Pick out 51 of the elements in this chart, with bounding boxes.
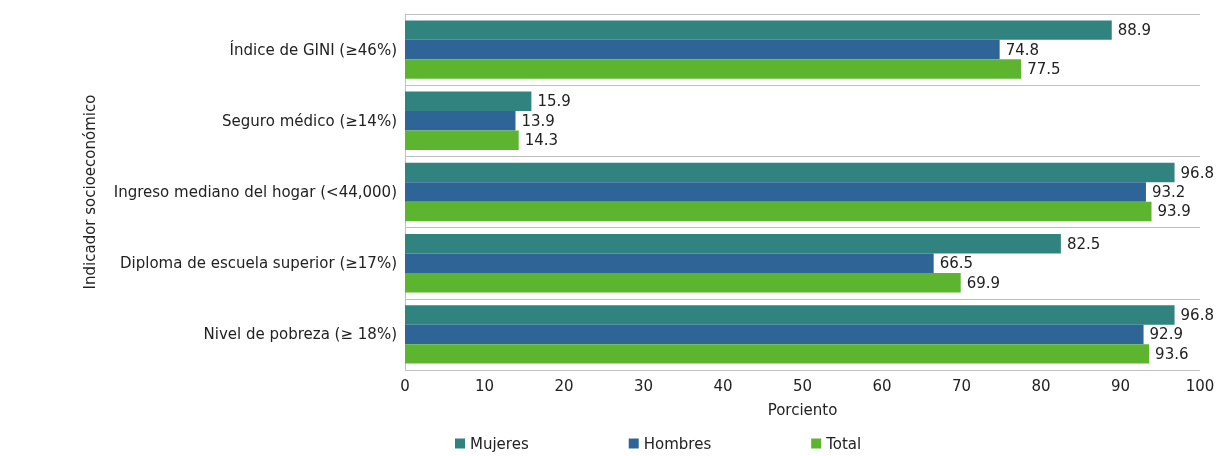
x-tick-label: 60 xyxy=(872,376,892,395)
bar xyxy=(405,272,961,293)
bar xyxy=(405,344,1150,364)
y-tick-label: Diploma de escuela superior (≥17%) xyxy=(120,254,397,273)
bar xyxy=(405,39,1000,60)
y-tick-label: Nivel de pobreza (≥ 18%) xyxy=(203,325,397,344)
x-tick-label: 100 xyxy=(1185,376,1215,395)
bar xyxy=(405,234,1061,254)
bar xyxy=(405,59,1022,79)
bar xyxy=(405,201,1152,222)
bar xyxy=(405,162,1175,183)
y-axis-title: Indicador socioeconómico xyxy=(80,94,99,290)
x-axis-title: Porciento xyxy=(767,400,838,419)
data-label: 66.5 xyxy=(939,254,974,273)
y-tick-label: Ingreso mediano del hogar (<44,000) xyxy=(113,183,397,201)
x-tick-label: 50 xyxy=(792,376,813,395)
legend-label: Hombres xyxy=(643,434,712,453)
data-label: 74.8 xyxy=(1005,40,1040,59)
bar xyxy=(405,305,1175,325)
data-label: 96.8 xyxy=(1180,163,1214,182)
x-tick-label: 10 xyxy=(474,376,495,395)
x-tick-label: 40 xyxy=(713,376,733,395)
data-label: 93.6 xyxy=(1155,344,1189,363)
bar xyxy=(405,130,519,150)
x-tick-label: 70 xyxy=(951,376,972,395)
x-tick-label: 20 xyxy=(554,376,574,395)
data-label: 69.9 xyxy=(966,273,1001,292)
bar xyxy=(405,20,1112,40)
data-label: 77.5 xyxy=(1027,60,1061,79)
x-tick-label: 30 xyxy=(633,376,654,395)
data-label: 15.9 xyxy=(537,92,571,111)
data-label: 82.5 xyxy=(1066,234,1101,253)
x-tick-label: 90 xyxy=(1110,376,1131,395)
data-label: 13.9 xyxy=(521,111,555,130)
legend-label: Mujeres xyxy=(470,434,529,453)
bar xyxy=(405,324,1144,345)
data-label: 14.3 xyxy=(524,131,559,150)
data-label: 93.2 xyxy=(1151,183,1186,201)
data-label: 88.9 xyxy=(1117,21,1152,40)
legend-label: Total xyxy=(825,434,862,453)
x-tick-label: 0 xyxy=(400,376,410,395)
bar xyxy=(405,111,516,131)
x-tick-label: 80 xyxy=(1031,376,1051,395)
data-label: 96.8 xyxy=(1180,305,1214,324)
bar xyxy=(405,253,934,273)
y-tick-label: Seguro médico (≥14%) xyxy=(222,111,397,130)
bar xyxy=(405,91,532,112)
data-label: 92.9 xyxy=(1149,325,1183,344)
y-tick-label: Índice de GINI (≥46%) xyxy=(229,39,397,59)
bar xyxy=(405,182,1146,202)
data-label: 93.9 xyxy=(1157,202,1191,221)
